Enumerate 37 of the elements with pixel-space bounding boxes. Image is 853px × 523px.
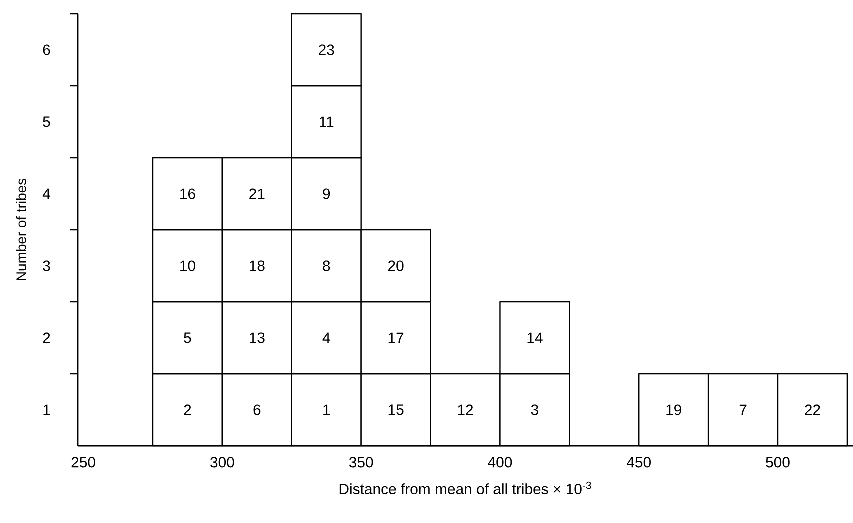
annotation: 18 xyxy=(250,260,265,272)
annotation: 6 xyxy=(254,404,261,416)
annotation: 23 xyxy=(319,44,334,56)
annotation: 16 xyxy=(180,188,196,200)
annotation: 22 xyxy=(805,404,820,416)
annotation: 7 xyxy=(740,404,747,416)
annotation: 12 xyxy=(458,404,474,416)
annotation: 9 xyxy=(323,188,330,200)
annotation: 1 xyxy=(324,404,330,416)
y-tick-label: 3 xyxy=(43,260,50,272)
x-tick-label: 300 xyxy=(210,457,234,468)
y-tick-label: 6 xyxy=(43,44,50,56)
annotation: 11 xyxy=(320,116,334,128)
annotation: 21 xyxy=(250,188,265,200)
annotation: 20 xyxy=(388,260,404,272)
annotation: 10 xyxy=(180,260,196,272)
annotation: 19 xyxy=(666,404,682,416)
annotation: 15 xyxy=(388,404,404,416)
annotation: 8 xyxy=(323,260,330,272)
annotation: 3 xyxy=(531,404,538,416)
y-tick-label: 4 xyxy=(42,188,50,200)
annotation: 4 xyxy=(322,332,330,344)
annotation: 14 xyxy=(528,332,543,344)
annotation: 13 xyxy=(250,332,265,344)
x-axis-title: Distance from mean of all tribes × 10$^{-3}$ xyxy=(340,482,592,495)
y-axis-title: Number of tribes xyxy=(16,178,26,280)
x-tick-label: 350 xyxy=(349,457,374,468)
annotation: 17 xyxy=(388,332,404,344)
x-tick-label: 500 xyxy=(766,457,790,468)
x-tick-label: 250 xyxy=(72,457,96,468)
y-tick-label: 5 xyxy=(43,116,50,128)
x-tick-label: 450 xyxy=(626,457,651,468)
y-tick-label: 2 xyxy=(43,332,50,344)
y-tick-label: 1 xyxy=(44,404,50,416)
x-tick-label: 400 xyxy=(488,457,512,468)
annotation: 5 xyxy=(184,332,192,344)
annotation: 2 xyxy=(184,404,192,416)
